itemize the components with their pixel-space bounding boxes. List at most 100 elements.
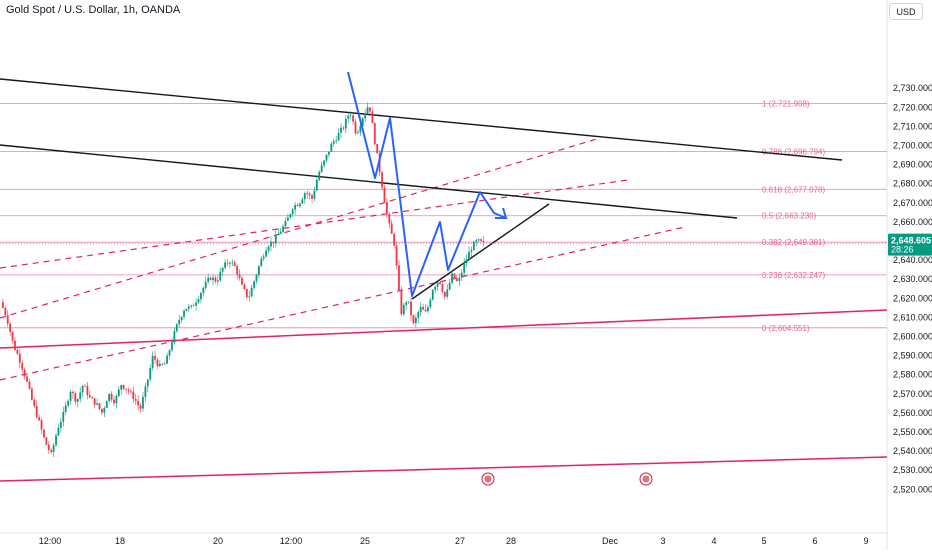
price-tick-label: 2,720.000 [893, 102, 932, 112]
candle-body [86, 385, 89, 396]
candle-body [371, 111, 374, 124]
candle-body [257, 266, 260, 275]
candle-body [260, 258, 263, 267]
candle-body [16, 349, 19, 354]
candle-body [417, 311, 420, 318]
candle-body [248, 296, 251, 298]
candle-body [214, 277, 217, 282]
price-tick-label: 2,710.000 [893, 121, 932, 131]
candle-body [59, 421, 62, 428]
fib-level-label: 0.618 (2,677.078) [762, 185, 825, 194]
candle-body [91, 397, 94, 399]
candle-body [250, 287, 253, 297]
candle-body [308, 193, 311, 196]
symbol-title: Gold Spot / U.S. Dollar, 1h, OANDA [6, 4, 181, 16]
candle-body [472, 242, 475, 251]
candle-body [402, 304, 405, 315]
candle-body [187, 306, 190, 309]
candle-body [443, 291, 446, 297]
candle-body [190, 305, 193, 307]
candle-body [405, 302, 408, 305]
candle-body [303, 193, 306, 200]
price-tick-label: 2,520.000 [893, 484, 932, 494]
candle-body [38, 417, 41, 421]
fib-level-label: 0.382 (2,649.381) [762, 238, 825, 247]
candle-body [342, 127, 345, 129]
candle-body [57, 427, 60, 436]
candle-body [243, 284, 246, 289]
candle-body [320, 165, 323, 173]
candle-body [354, 121, 357, 134]
candle-body [149, 367, 152, 380]
candles [2, 102, 485, 457]
candle-body [475, 240, 478, 243]
candle-body [448, 282, 451, 290]
fib-level-label: 0.5 (2,663.230) [762, 212, 817, 221]
channel-dashed-line [0, 179, 629, 269]
candle-body [161, 363, 164, 365]
time-tick-label: 3 [660, 536, 665, 546]
candle-body [81, 385, 84, 393]
candle-body [255, 274, 258, 282]
candle-body [175, 324, 178, 332]
fib-level-label: 1 (2,721.908) [762, 100, 810, 109]
price-tick-label: 2,670.000 [893, 198, 932, 208]
candle-body [482, 240, 485, 242]
candle-body [4, 307, 7, 316]
time-tick-label: 20 [213, 536, 223, 546]
price-tick-label: 2,640.000 [893, 255, 932, 265]
candle-body [458, 277, 461, 281]
candle-body [398, 265, 400, 291]
candle-body [103, 407, 106, 413]
currency-button[interactable]: USD [889, 3, 923, 20]
candle-body [26, 376, 28, 382]
price-tick-label: 2,730.000 [893, 83, 932, 93]
economic-event-flag [642, 475, 650, 483]
candle-body [233, 262, 236, 267]
candle-body [272, 241, 275, 244]
candle-body [47, 444, 50, 451]
candle-body [383, 187, 386, 203]
candle-body [376, 144, 379, 154]
candle-body [318, 172, 321, 180]
price-tick-label: 2,660.000 [893, 217, 932, 227]
candle-body [441, 284, 444, 292]
candle-body [388, 213, 391, 224]
economic-event-flag [484, 475, 492, 483]
candle-body [9, 323, 12, 332]
candle-body [359, 126, 362, 133]
candle-body [113, 399, 115, 404]
candle-body [279, 231, 282, 234]
candle-body [291, 209, 294, 215]
candle-body [156, 359, 159, 367]
candle-body [231, 262, 234, 264]
candle-body [410, 301, 412, 316]
fib-level-label: 0.786 (2,696.794) [762, 148, 825, 157]
candle-body [361, 118, 364, 127]
candle-body [456, 278, 458, 281]
candle-body [154, 355, 156, 360]
candle-body [88, 395, 91, 398]
candle-body [226, 262, 229, 264]
projection-arrow-head [495, 207, 508, 219]
candle-body [69, 391, 72, 401]
candle-body [18, 353, 21, 363]
candle-body [197, 299, 200, 303]
candle-body [407, 301, 410, 303]
candle-body [385, 202, 388, 214]
candle-body [33, 399, 36, 406]
candle-body [289, 214, 292, 218]
candle-body [340, 127, 342, 133]
candle-body [282, 226, 284, 232]
candle-body [93, 398, 96, 405]
candle-body [185, 308, 188, 311]
candle-body [200, 292, 202, 300]
time-tick-label: 12:00 [39, 536, 62, 546]
candle-body [344, 118, 347, 129]
candle-body [299, 203, 301, 207]
candle-body [434, 286, 437, 291]
candle-body [294, 205, 297, 210]
candle-body [436, 282, 439, 287]
